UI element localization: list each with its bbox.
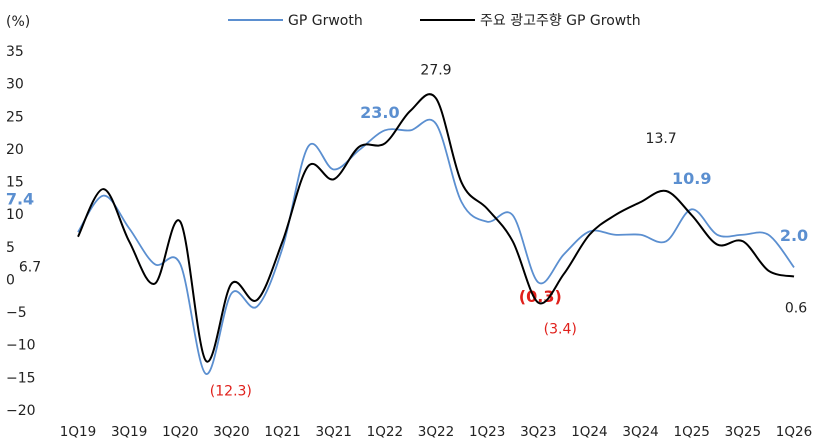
series-line	[77, 93, 795, 363]
y-tick-label: 20	[6, 142, 24, 158]
data-label: 7.4	[6, 190, 34, 209]
data-label: 0.6	[785, 301, 807, 317]
y-tick-label: −20	[6, 403, 36, 419]
data-label: 6.7	[19, 260, 41, 276]
y-unit: (%)	[6, 14, 30, 30]
y-tick-label: 35	[6, 44, 24, 60]
y-tick-label: 30	[6, 77, 24, 93]
data-label: (12.3)	[210, 384, 252, 400]
x-tick-label: 1Q25	[674, 424, 710, 440]
x-tick-label: 1Q23	[469, 424, 505, 440]
data-label: 27.9	[420, 62, 451, 78]
series-line	[77, 118, 795, 375]
y-tick-label: −10	[6, 338, 36, 354]
data-label: (3.4)	[544, 322, 577, 338]
y-tick-label: −5	[6, 305, 27, 321]
y-tick-label: −15	[6, 370, 36, 386]
data-label: 23.0	[360, 103, 399, 122]
x-tick-label: 3Q24	[622, 424, 658, 440]
x-tick-label: 1Q26	[776, 424, 812, 440]
x-tick-label: 3Q25	[725, 424, 761, 440]
y-tick-label: 5	[6, 240, 15, 256]
y-tick-label: 15	[6, 175, 24, 191]
x-tick-label: 3Q22	[418, 424, 454, 440]
x-tick-label: 1Q20	[162, 424, 198, 440]
legend-label: GP Grwoth	[288, 13, 363, 29]
legend-label: 주요 광고주향 GP Growth	[480, 13, 641, 29]
data-label: (0.3)	[519, 287, 562, 306]
y-tick-label: 0	[6, 272, 15, 288]
y-tick-label: 25	[6, 109, 24, 125]
data-label: 13.7	[646, 131, 677, 147]
y-tick-label: 10	[6, 207, 24, 223]
data-label: 10.9	[672, 169, 711, 188]
x-tick-label: 3Q21	[316, 424, 352, 440]
x-tick-label: 3Q19	[111, 424, 147, 440]
x-tick-label: 1Q22	[367, 424, 403, 440]
x-tick-label: 1Q21	[264, 424, 300, 440]
x-tick-label: 1Q19	[60, 424, 96, 440]
x-tick-label: 3Q23	[520, 424, 556, 440]
x-tick-label: 1Q24	[571, 424, 607, 440]
x-tick-label: 3Q20	[213, 424, 249, 440]
data-label: 2.0	[780, 226, 808, 245]
